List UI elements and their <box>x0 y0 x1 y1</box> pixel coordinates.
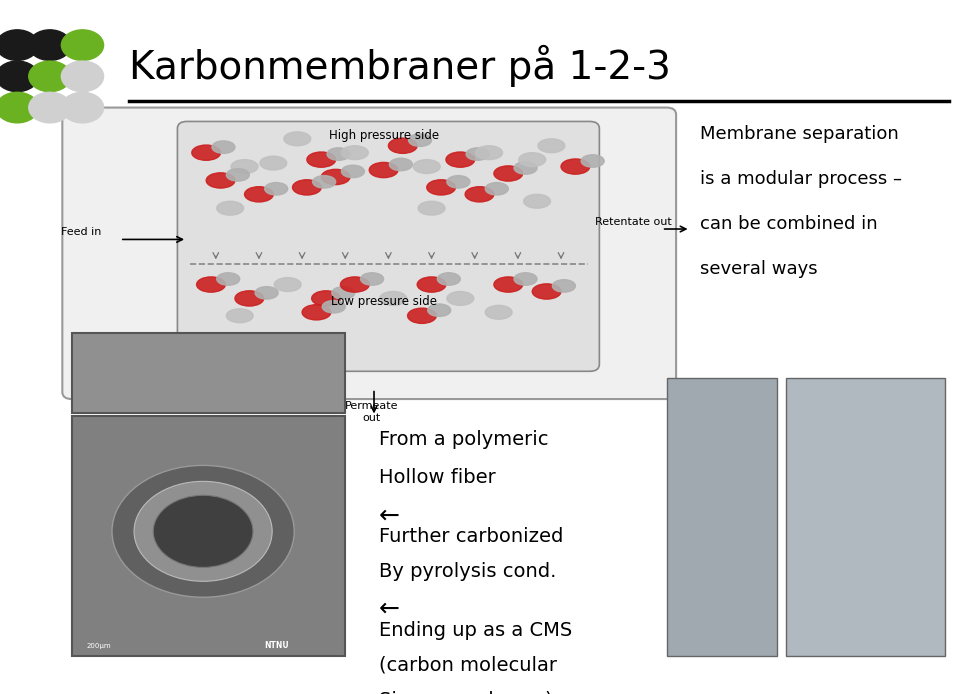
Ellipse shape <box>206 173 235 188</box>
Text: Further carbonized: Further carbonized <box>379 527 563 546</box>
Ellipse shape <box>408 308 436 323</box>
Ellipse shape <box>212 141 235 153</box>
Circle shape <box>0 61 38 92</box>
Text: Karbonmembraner på 1-2-3: Karbonmembraner på 1-2-3 <box>129 45 671 87</box>
Circle shape <box>61 61 104 92</box>
Ellipse shape <box>532 284 561 299</box>
Ellipse shape <box>514 273 537 285</box>
Ellipse shape <box>413 160 440 174</box>
Text: Hollow fiber: Hollow fiber <box>379 468 496 487</box>
Ellipse shape <box>524 194 550 208</box>
Circle shape <box>153 496 253 568</box>
Text: From a polymeric: From a polymeric <box>379 430 549 449</box>
Ellipse shape <box>494 277 523 292</box>
Text: 200μm: 200μm <box>86 643 111 648</box>
Ellipse shape <box>427 180 456 195</box>
Bar <box>72 333 345 413</box>
Circle shape <box>134 482 272 582</box>
Ellipse shape <box>389 158 412 171</box>
Ellipse shape <box>388 138 417 153</box>
Ellipse shape <box>418 201 445 215</box>
Text: Retentate out: Retentate out <box>595 217 671 227</box>
Ellipse shape <box>265 183 288 195</box>
Ellipse shape <box>361 273 384 285</box>
Text: High pressure side: High pressure side <box>329 129 438 142</box>
Ellipse shape <box>437 273 460 285</box>
Text: Ending up as a CMS: Ending up as a CMS <box>379 621 573 640</box>
Text: By pyrolysis cond.: By pyrolysis cond. <box>379 562 556 581</box>
Ellipse shape <box>514 162 537 174</box>
Ellipse shape <box>255 287 278 299</box>
Ellipse shape <box>321 169 350 185</box>
Ellipse shape <box>341 146 368 160</box>
Text: Sieve membrane): Sieve membrane) <box>379 691 552 694</box>
Ellipse shape <box>340 277 369 292</box>
Ellipse shape <box>447 176 470 188</box>
Circle shape <box>0 92 38 123</box>
Ellipse shape <box>447 291 474 305</box>
Ellipse shape <box>307 152 336 167</box>
Bar <box>786 378 945 656</box>
Ellipse shape <box>274 278 301 291</box>
FancyBboxPatch shape <box>62 108 676 399</box>
Ellipse shape <box>217 273 240 285</box>
Ellipse shape <box>284 132 311 146</box>
Ellipse shape <box>197 277 225 292</box>
Text: NTNU: NTNU <box>265 641 290 650</box>
Ellipse shape <box>409 134 432 146</box>
FancyBboxPatch shape <box>177 121 599 371</box>
Ellipse shape <box>465 187 494 202</box>
Text: ←: ← <box>379 597 400 621</box>
Text: is a modular process –: is a modular process – <box>700 170 902 188</box>
Ellipse shape <box>519 153 546 167</box>
Ellipse shape <box>302 305 331 320</box>
Ellipse shape <box>466 148 489 160</box>
Ellipse shape <box>327 148 350 160</box>
Text: several ways: several ways <box>700 260 818 278</box>
Ellipse shape <box>313 176 336 188</box>
Bar <box>72 416 345 656</box>
Circle shape <box>0 30 38 60</box>
Ellipse shape <box>312 291 340 306</box>
Ellipse shape <box>538 139 565 153</box>
Text: Low pressure side: Low pressure side <box>331 296 436 308</box>
Circle shape <box>29 30 71 60</box>
Ellipse shape <box>369 162 398 178</box>
Ellipse shape <box>581 155 604 167</box>
Ellipse shape <box>561 159 590 174</box>
Circle shape <box>61 30 104 60</box>
Ellipse shape <box>231 160 258 174</box>
Circle shape <box>61 92 104 123</box>
Text: Feed in: Feed in <box>61 228 102 237</box>
Circle shape <box>29 61 71 92</box>
Ellipse shape <box>260 156 287 170</box>
Ellipse shape <box>192 145 221 160</box>
Ellipse shape <box>235 291 264 306</box>
Ellipse shape <box>417 277 446 292</box>
Ellipse shape <box>217 201 244 215</box>
Ellipse shape <box>446 152 475 167</box>
Ellipse shape <box>245 187 273 202</box>
Text: can be combined in: can be combined in <box>700 215 877 233</box>
Ellipse shape <box>226 309 253 323</box>
Ellipse shape <box>341 165 364 178</box>
Text: (carbon molecular: (carbon molecular <box>379 656 557 675</box>
Ellipse shape <box>226 169 249 181</box>
Ellipse shape <box>332 287 355 299</box>
Ellipse shape <box>428 304 451 316</box>
Text: Membrane separation: Membrane separation <box>700 125 899 143</box>
Ellipse shape <box>292 180 321 195</box>
Bar <box>667 378 777 656</box>
Text: Permeate
out: Permeate out <box>344 401 398 423</box>
Text: ←: ← <box>379 503 400 527</box>
Ellipse shape <box>380 291 407 305</box>
Circle shape <box>112 466 294 598</box>
Ellipse shape <box>476 146 503 160</box>
Ellipse shape <box>322 301 345 313</box>
Ellipse shape <box>552 280 575 292</box>
Ellipse shape <box>494 166 523 181</box>
Ellipse shape <box>485 305 512 319</box>
Ellipse shape <box>485 183 508 195</box>
Circle shape <box>29 92 71 123</box>
